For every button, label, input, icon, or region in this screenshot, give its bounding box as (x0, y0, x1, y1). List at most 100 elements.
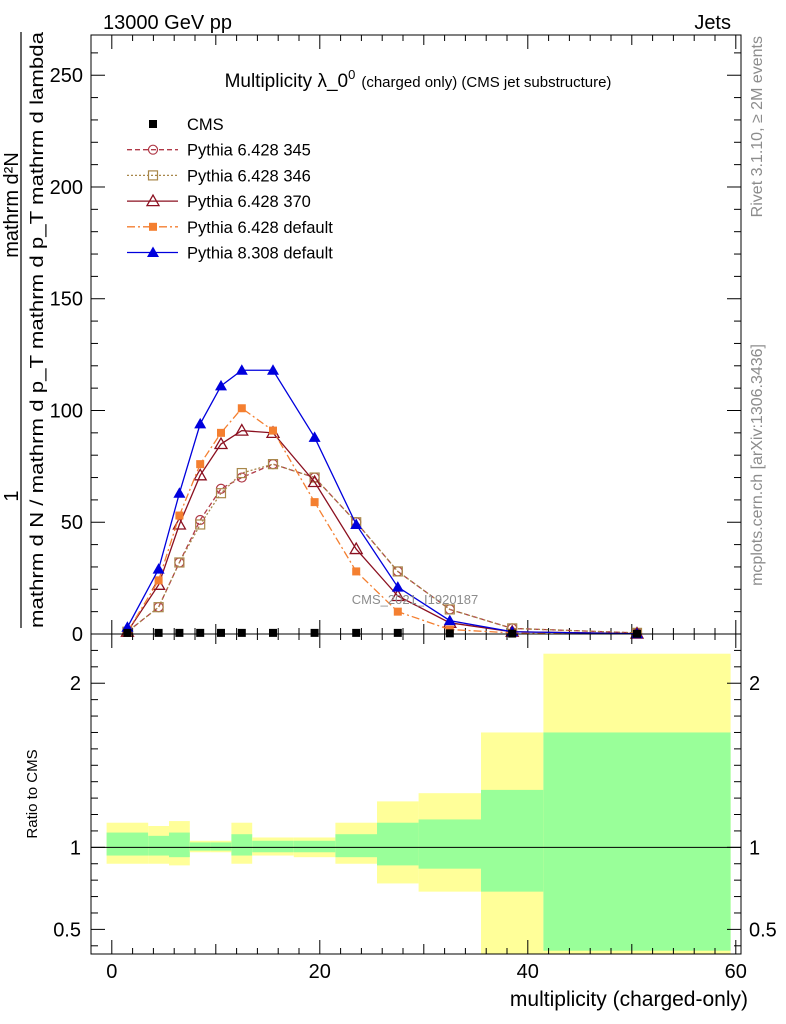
y-tick-label: 250 (50, 65, 83, 87)
main-axis-ticks: 0 50 100 150 200 250 (50, 35, 741, 646)
legend-marker (147, 144, 159, 155)
x-axis-label: multiplicity (charged-only) (510, 988, 748, 1011)
data-point (235, 364, 248, 375)
data-point (173, 487, 186, 498)
data-point (217, 428, 225, 437)
x-tick-label: 20 (309, 961, 331, 983)
legend-marker (149, 222, 157, 231)
ylabel-numerator: mathrm d²N (1, 152, 23, 258)
legend-marker (149, 120, 157, 128)
data-point (393, 628, 402, 637)
chart-title-sup: 0 (348, 67, 355, 82)
ratio-tick-label: 0.5 (53, 919, 81, 941)
ratio-tick-label: 2 (70, 673, 81, 695)
ratio-bands (106, 653, 731, 954)
data-point (310, 498, 319, 507)
legend-marker (147, 170, 159, 181)
data-point (215, 379, 227, 391)
data-point (349, 541, 364, 555)
main-plot-panel: 0 50 100 150 200 250 CMS_2021_I1920187 Multip… (50, 34, 742, 646)
data-point (269, 628, 277, 637)
ratio-band-inner (543, 732, 731, 951)
ratio-axis-ticks: 0.5 0.5 1 1 2 2 (53, 634, 777, 954)
ratio-tick-label-right: 1 (749, 837, 760, 859)
data-point (194, 417, 207, 429)
chart-title-suffix: (charged only) (CMS jet substructure) (361, 74, 611, 91)
data-point (236, 467, 247, 479)
chart-title-main: Multiplicity λ_0 (225, 71, 349, 92)
y-tick-label: 0 (72, 624, 83, 646)
data-point (352, 567, 361, 576)
legend-label: Pythia 6.428 default (187, 219, 333, 237)
ratio-band-inner (169, 832, 190, 858)
data-point (123, 628, 132, 637)
ratio-band-inner (481, 789, 544, 892)
data-point (307, 474, 322, 488)
ylabel-one: 1 (1, 490, 23, 501)
data-point (195, 519, 206, 530)
legend-marker (147, 246, 159, 257)
x-tick-label: 40 (517, 961, 539, 983)
legend-marker (145, 193, 161, 207)
data-point (392, 566, 403, 577)
data-point (237, 628, 246, 637)
y-tick-label: 150 (50, 289, 83, 311)
data-point (154, 628, 163, 637)
ratio-band-inner (335, 834, 377, 858)
ratio-band-inner (231, 834, 253, 856)
data-point (391, 581, 404, 592)
ylabel-denominator: mathrm d N / mathrm d p_T mathrm d p_T m… (27, 31, 48, 628)
data-point (269, 426, 277, 435)
series-line (126, 463, 638, 634)
data-point (213, 436, 229, 450)
ratio-frame (90, 633, 742, 955)
series-pythia-8-308-default (121, 364, 643, 639)
data-point (393, 607, 402, 616)
data-point (215, 488, 227, 499)
watermark: CMS_2021_I1920187 (352, 592, 479, 607)
y-tick-label: 50 (61, 512, 83, 534)
data-point (390, 588, 405, 602)
data-point (444, 604, 455, 615)
y-tick-label: 200 (50, 177, 83, 199)
data-point (153, 602, 164, 613)
data-point (443, 614, 456, 626)
data-point (175, 511, 184, 520)
ratio-tick-label: 1 (70, 837, 81, 859)
data-point (175, 628, 184, 637)
data-point (234, 423, 249, 436)
chart-title: Multiplicity λ_00 (charged only) (CMS jet… (225, 67, 612, 92)
ratio-band-inner (189, 842, 211, 851)
ratio-tick-label-right: 2 (749, 673, 760, 695)
data-point (217, 628, 225, 637)
data-point (196, 628, 205, 637)
ratio-band-inner (106, 832, 149, 856)
ratio-band-inner (252, 840, 294, 853)
legend-label: Pythia 6.428 370 (187, 193, 311, 211)
x-tick-labels: 0 20 40 60 (106, 961, 747, 983)
ratio-band-inner (210, 842, 232, 851)
data-point (193, 467, 208, 481)
legend-label: Pythia 6.428 346 (187, 167, 311, 185)
data-point (308, 431, 321, 442)
ratio-band-inner (293, 840, 336, 853)
data-point (445, 629, 454, 638)
data-point (350, 518, 363, 529)
data-point (237, 404, 246, 413)
data-point (267, 364, 279, 375)
series-pythia-6-428-346 (122, 459, 643, 638)
data-point (310, 628, 319, 637)
legend-label: Pythia 6.428 345 (187, 142, 311, 160)
data-point (352, 628, 361, 637)
data-point (267, 459, 279, 470)
legend-label: CMS (187, 116, 224, 134)
side-mcplots-label: mcplots.cern.ch [arXiv:1306.3436] (749, 344, 766, 586)
ratio-plot-panel: 0.5 0.5 1 1 2 2 (53, 633, 777, 955)
main-ylabel: 1 mathrm d²N mathrm d N / mathrm d p_T m… (1, 31, 48, 628)
data-point (154, 576, 163, 585)
header-analysis-label: Jets (694, 12, 731, 34)
series-line (126, 463, 638, 634)
ratio-band-inner (418, 819, 481, 869)
ratio-band-inner (377, 822, 419, 866)
